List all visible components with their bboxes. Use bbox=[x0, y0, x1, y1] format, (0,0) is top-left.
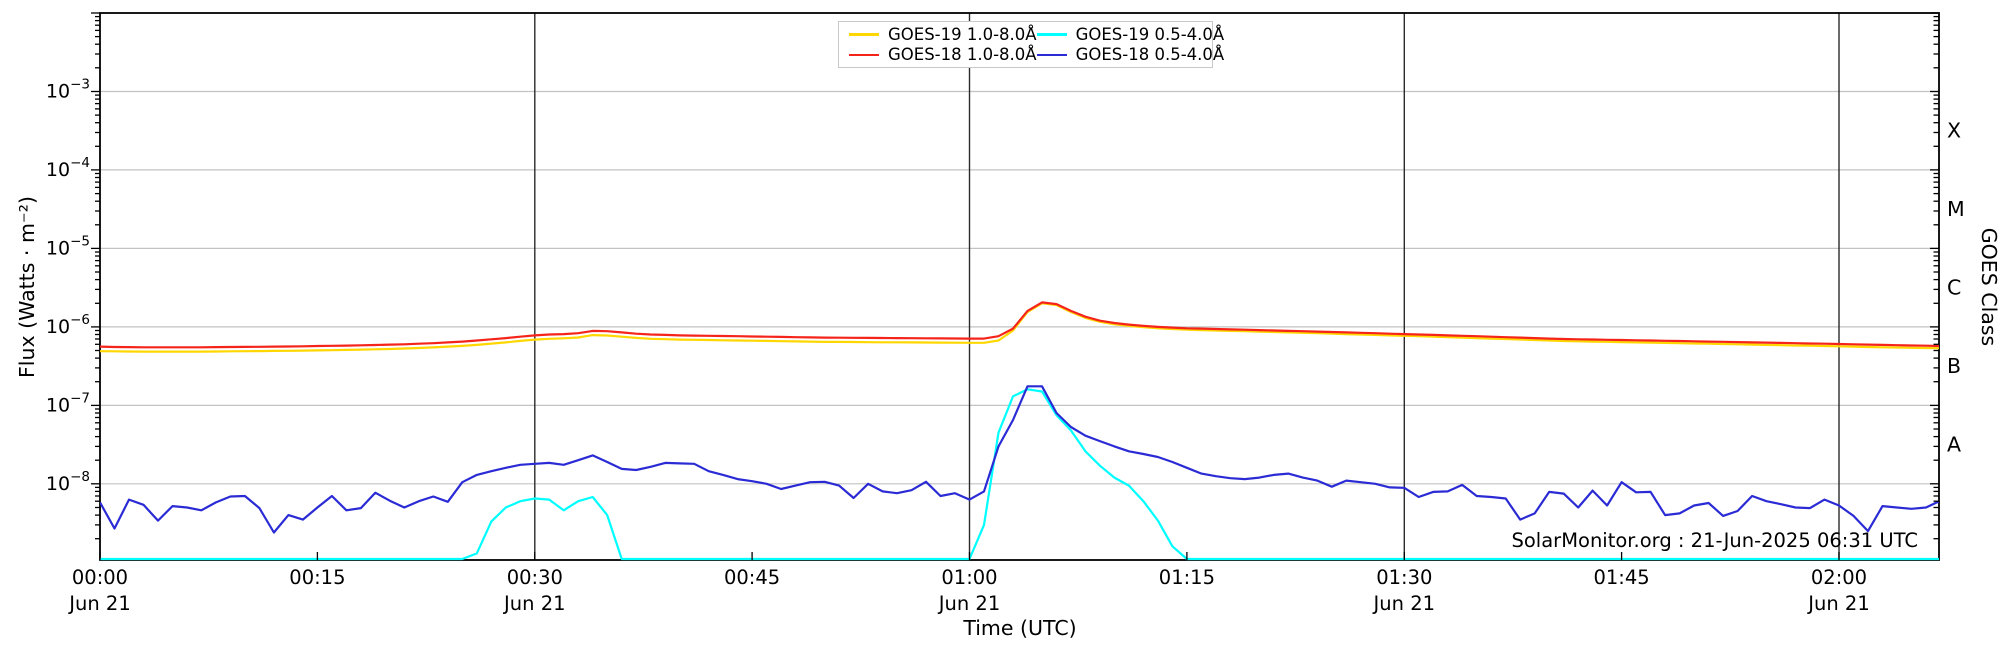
chart-legend: GOES-19 1.0-8.0Å GOES-18 1.0-8.0Å GOES-1… bbox=[838, 21, 1224, 68]
legend-label-goes18-short: GOES-18 0.5-4.0Å bbox=[1075, 45, 1225, 65]
legend-label-goes19-long: GOES-19 1.0-8.0Å bbox=[888, 24, 1037, 44]
x-tick-date-0200: Jun 21 bbox=[1806, 592, 1869, 615]
x-tick-label-0100: 01:00 bbox=[941, 566, 997, 589]
legend-line-sample-goes19-short bbox=[1036, 33, 1067, 36]
plot-border bbox=[99, 12, 1940, 561]
goes-class-label-M: M bbox=[1947, 197, 1965, 221]
x-tick-label-0130: 01:30 bbox=[1376, 566, 1432, 589]
x-tick-label-0145: 01:45 bbox=[1593, 566, 1649, 589]
y-tick-labels: 10−3 10−4 10−5 10−6 10−7 10−8 bbox=[46, 77, 90, 495]
legend-line-sample-goes18-short bbox=[1036, 53, 1067, 56]
y-tick-label-1e-5: 10−5 bbox=[46, 233, 90, 259]
legend-label-goes18-long: GOES-18 1.0-8.0Å bbox=[888, 45, 1037, 65]
legend-entry-goes18-short: GOES-18 0.5-4.0Å bbox=[1036, 45, 1225, 65]
y-axis-label-flux: Flux (Watts · m⁻²) bbox=[15, 196, 39, 378]
x-tick-label-0000: 00:00 bbox=[72, 566, 128, 589]
y-tick-label-1e-4: 10−4 bbox=[46, 155, 90, 181]
legend-entry-goes19-long: GOES-19 1.0-8.0Å bbox=[849, 25, 1037, 44]
series-line-GOES-19-0.5-4.0- bbox=[100, 388, 1939, 561]
halfhour-vlines bbox=[534, 13, 1840, 560]
x-tick-label-0200: 02:00 bbox=[1811, 566, 1867, 589]
x-tick-label-0115: 01:15 bbox=[1159, 566, 1215, 589]
series-line-GOES-18-0.5-4.0- bbox=[100, 385, 1939, 534]
y-tick-label-1e-6: 10−6 bbox=[46, 312, 90, 338]
legend-entry-goes18-long: GOES-18 1.0-8.0Å bbox=[849, 45, 1037, 64]
goes-class-label-B: B bbox=[1947, 354, 1961, 378]
goes-class-labels: X M C B A bbox=[1947, 119, 1965, 457]
y-tick-label-1e-8: 10−8 bbox=[46, 469, 90, 495]
x-tick-label-0030: 00:30 bbox=[507, 566, 563, 589]
x-tick-date-0030: Jun 21 bbox=[502, 592, 565, 615]
x-tick-label-0045: 00:45 bbox=[724, 566, 780, 589]
series-lines bbox=[100, 301, 1939, 561]
legend-entry-goes19-short: GOES-19 0.5-4.0Å bbox=[1036, 24, 1225, 44]
x-tick-date-0100: Jun 21 bbox=[937, 592, 1000, 615]
x-tick-label-0015: 00:15 bbox=[289, 566, 345, 589]
legend-label-goes19-short: GOES-19 0.5-4.0Å bbox=[1075, 24, 1225, 44]
y-tick-label-1e-7: 10−7 bbox=[46, 390, 90, 416]
x-tick-date-0130: Jun 21 bbox=[1372, 592, 1435, 615]
x-tick-date-0000: Jun 21 bbox=[67, 592, 130, 615]
watermark-text: SolarMonitor.org : 21-Jun-2025 06:31 UTC bbox=[1511, 529, 1919, 552]
x-tick-labels: 00:00 Jun 21 00:15 00:30 Jun 21 00:45 01:00 Jun… bbox=[67, 566, 1869, 615]
y-axis-label-goes-class: GOES Class bbox=[1977, 227, 2000, 347]
legend-line-sample-goes18-long bbox=[849, 53, 879, 56]
goes-class-label-A: A bbox=[1947, 433, 1961, 457]
series-line-GOES-18-1.0-8.0- bbox=[100, 301, 1939, 349]
axis-ticks bbox=[91, 12, 1939, 560]
y-gridlines bbox=[100, 90, 1939, 485]
goes-class-label-X: X bbox=[1947, 119, 1961, 143]
y-tick-label-1e-3: 10−3 bbox=[46, 77, 90, 103]
legend-line-sample-goes19-long bbox=[849, 33, 879, 36]
goes-class-label-C: C bbox=[1947, 276, 1961, 300]
x-axis-label-time: Time (UTC) bbox=[963, 616, 1077, 640]
